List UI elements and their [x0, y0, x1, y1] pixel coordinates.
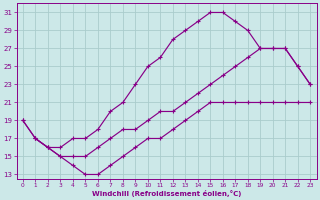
X-axis label: Windchill (Refroidissement éolien,°C): Windchill (Refroidissement éolien,°C) [92, 190, 241, 197]
